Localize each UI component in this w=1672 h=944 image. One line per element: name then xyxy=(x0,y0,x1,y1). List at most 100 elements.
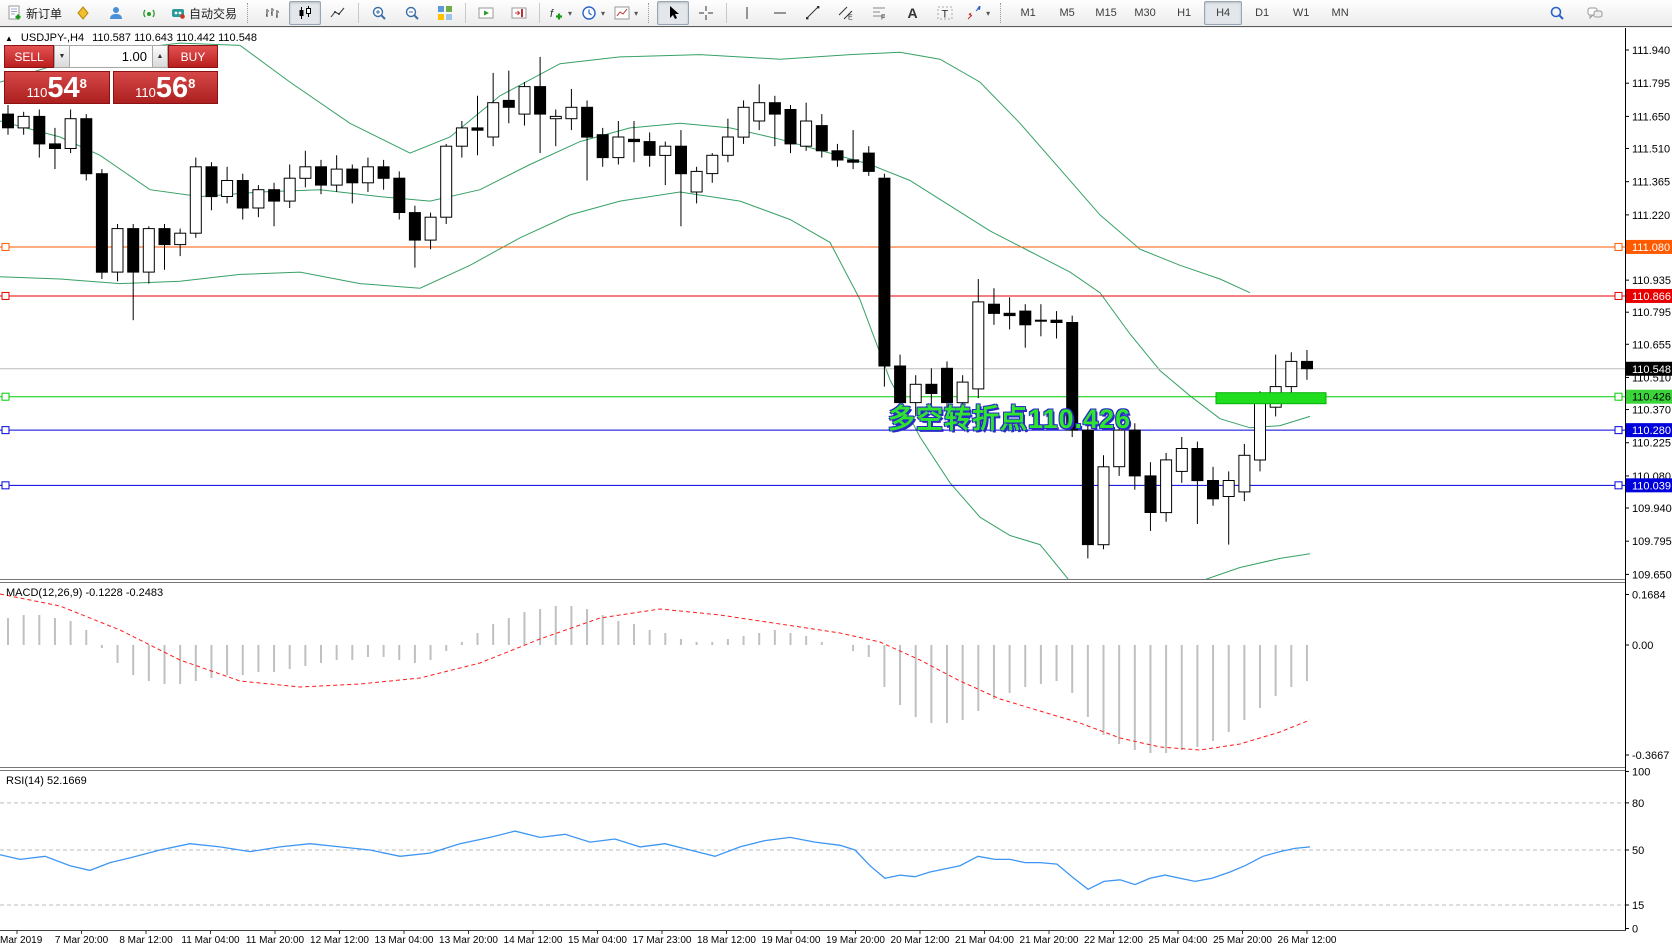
rsi-scale-label: 80 xyxy=(1632,798,1644,810)
line-chart-button[interactable] xyxy=(322,1,354,25)
trendline-button[interactable] xyxy=(797,1,829,25)
pivot-line-110426-handle[interactable] xyxy=(1614,392,1623,401)
chart-shift-button[interactable] xyxy=(503,1,535,25)
dropdown-arrow-icon[interactable]: ▾ xyxy=(634,8,639,18)
pivot-highlight-bar[interactable] xyxy=(1215,392,1327,405)
bollinger-upper-band xyxy=(0,42,1251,294)
rsi-scale-label: 50 xyxy=(1632,845,1644,857)
toolbar-grip[interactable] xyxy=(247,3,250,23)
timeframe-m30[interactable]: M30 xyxy=(1134,7,1156,19)
support-line-110280-handle[interactable] xyxy=(1614,426,1623,435)
collapse-panel-icon[interactable]: ▲ xyxy=(5,33,13,43)
rsi-scale-label: 15 xyxy=(1632,900,1644,912)
toolbar-grip[interactable] xyxy=(1000,3,1003,23)
zoom-in-icon xyxy=(372,6,386,20)
price-tag-label: 110.039 xyxy=(1632,480,1671,492)
support-line-110280-handle[interactable] xyxy=(1,426,10,435)
buy-button[interactable]: BUY xyxy=(168,45,218,68)
auto-scroll-button[interactable] xyxy=(470,1,502,25)
new-order-button-label: 新订单 xyxy=(26,6,63,21)
new-order-button[interactable]: 新订单 xyxy=(3,1,66,25)
crosshair-button[interactable] xyxy=(690,1,722,25)
time-axis-label: 25 Mar 20:00 xyxy=(1213,935,1272,944)
resistance-line-110866-handle[interactable] xyxy=(1614,291,1623,300)
resistance-line-110866-handle[interactable] xyxy=(1,291,10,300)
templates-button[interactable]: ▾ xyxy=(610,1,642,25)
label-button[interactable]: T xyxy=(929,1,961,25)
autotrade-button[interactable]: 自动交易 xyxy=(166,1,241,25)
market-watch-button[interactable] xyxy=(67,1,99,25)
chart-bars-icon xyxy=(266,8,280,18)
chart-canvas: 111.940 111.795 111.650 111.510 111.365 111.2… xyxy=(0,28,1672,944)
sell-price-sup: 8 xyxy=(79,76,87,91)
resistance-line-111080-handle[interactable] xyxy=(1,242,10,251)
bar-chart-button[interactable] xyxy=(256,1,288,25)
signals-button[interactable] xyxy=(133,1,165,25)
timeframe-d1[interactable]: D1 xyxy=(1255,7,1270,19)
fibonacci-button[interactable]: F xyxy=(863,1,895,25)
dropdown-arrow-icon[interactable]: ▾ xyxy=(986,8,991,18)
volume-input[interactable] xyxy=(70,45,152,68)
sell-price-main: 54 xyxy=(47,72,80,104)
dropdown-arrow-icon[interactable]: ▾ xyxy=(568,8,573,18)
dropdown-arrow-icon[interactable]: ▾ xyxy=(601,8,606,18)
time-axis-label: 17 Mar 23:00 xyxy=(633,935,692,944)
timeframe-h4[interactable]: H4 xyxy=(1204,1,1243,25)
text-icon: A xyxy=(908,5,918,21)
time-axis-label: 21 Mar 20:00 xyxy=(1020,935,1079,944)
volume-down-button[interactable]: ▼ xyxy=(54,45,70,68)
buy-price-display[interactable]: 110 56 8 xyxy=(112,71,218,104)
channel-button[interactable]: E xyxy=(830,1,862,25)
chart-area: 111.940 111.795 111.650 111.510 111.365 111.2… xyxy=(0,28,1672,944)
auto-scroll-icon xyxy=(478,7,494,19)
tile-windows-button[interactable] xyxy=(429,1,461,25)
price-axis-label: 110.935 xyxy=(1632,275,1671,287)
chat-icon xyxy=(1587,7,1603,20)
timeframe-m15[interactable]: M15 xyxy=(1095,7,1117,19)
cursor-button[interactable] xyxy=(657,1,690,25)
candle-chart-button[interactable] xyxy=(289,1,322,25)
price-axis: 111.940 111.795 111.650 111.510 111.365 111.2… xyxy=(1625,45,1672,936)
vline-button[interactable] xyxy=(731,1,763,25)
label-icon: T xyxy=(937,6,953,21)
price-tag-label: 110.280 xyxy=(1632,425,1671,437)
pivot-line-110426-handle[interactable] xyxy=(1,392,10,401)
zoom-in-button[interactable] xyxy=(363,1,395,25)
price-tag-label: 110.426 xyxy=(1632,392,1671,404)
channel-icon: E xyxy=(838,6,853,21)
indicators-button[interactable]: f ▾ xyxy=(544,1,576,25)
timeframe-mn[interactable]: MN xyxy=(1331,7,1349,19)
chat-button[interactable] xyxy=(1579,1,1611,25)
time-axis-label: 20 Mar 12:00 xyxy=(891,935,950,944)
profiles-button[interactable] xyxy=(100,1,132,25)
price-tag xyxy=(1626,478,1672,493)
time-axis-label: 11 Mar 20:00 xyxy=(246,935,305,944)
arrows-button[interactable]: ▾ xyxy=(962,1,994,25)
rsi-line xyxy=(0,830,1311,891)
timeframe-m5[interactable]: M5 xyxy=(1059,7,1075,19)
support-line-110039-handle[interactable] xyxy=(1,481,10,490)
search-icon xyxy=(1550,6,1564,20)
time-axis-label: 19 Mar 04:00 xyxy=(762,935,821,944)
toolbar-grip[interactable] xyxy=(648,3,651,23)
resistance-line-111080-handle[interactable] xyxy=(1614,242,1623,251)
support-line-110039-handle[interactable] xyxy=(1614,481,1623,490)
toolbar-separator xyxy=(726,3,728,23)
timeframe-h1[interactable]: H1 xyxy=(1177,7,1192,19)
hline-button[interactable] xyxy=(764,1,796,25)
market-watch-icon xyxy=(77,6,89,20)
timeframe-m1[interactable]: M1 xyxy=(1020,7,1036,19)
periods-button[interactable]: ▾ xyxy=(577,1,609,25)
volume-up-button[interactable]: ▲ xyxy=(152,45,168,68)
text-button[interactable]: A xyxy=(896,1,928,25)
price-axis-label: 111.795 xyxy=(1632,78,1670,90)
sell-button[interactable]: SELL xyxy=(4,45,54,68)
timeframe-w1[interactable]: W1 xyxy=(1292,7,1310,19)
zoom-out-button[interactable] xyxy=(396,1,428,25)
sell-price-display[interactable]: 110 54 8 xyxy=(4,71,110,104)
new-order-icon xyxy=(8,5,21,20)
vline-icon xyxy=(746,7,748,19)
svg-text:f: f xyxy=(550,8,554,20)
buy-price-main: 56 xyxy=(155,72,189,104)
search-button[interactable] xyxy=(1541,1,1573,25)
